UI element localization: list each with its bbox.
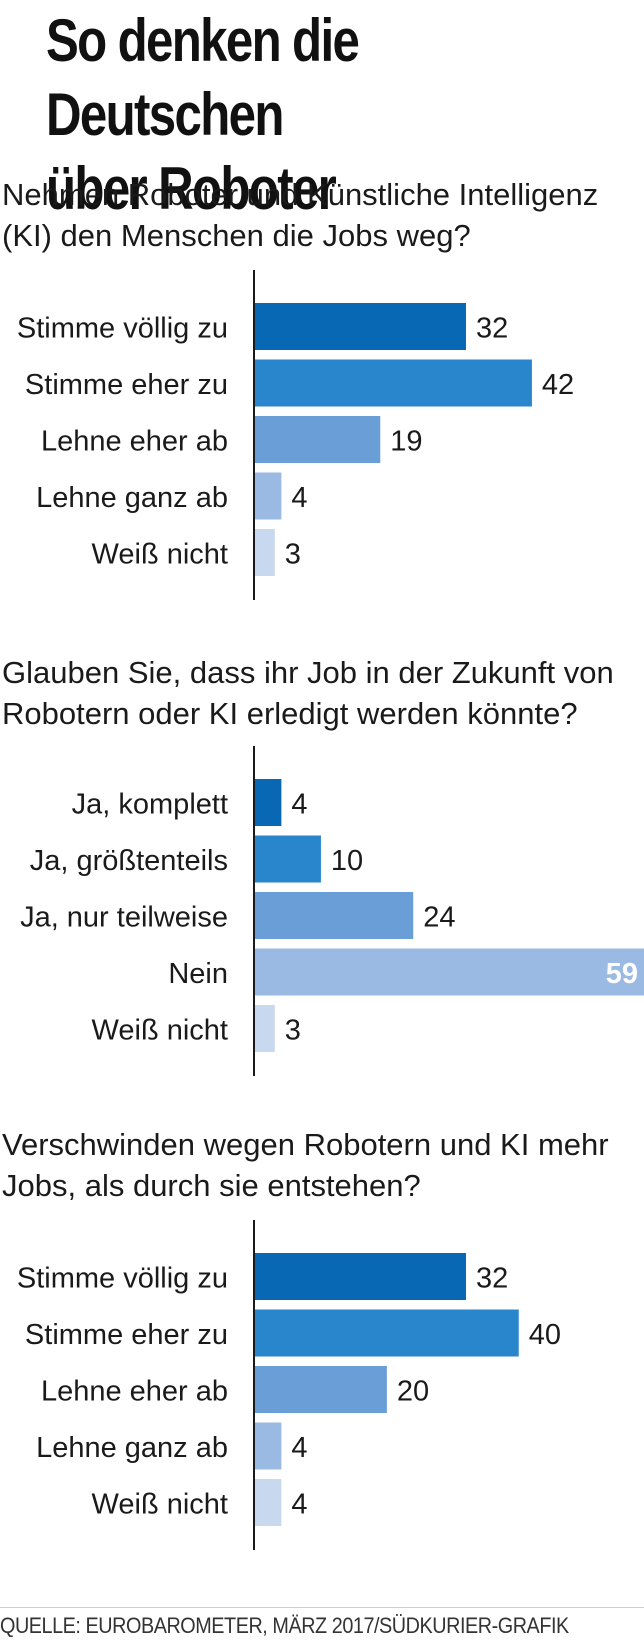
- bar-5: [255, 1005, 275, 1052]
- question-2: Glauben Sie, dass ihr Job in der Zukunft…: [2, 652, 644, 734]
- value-label-1: 32: [476, 1263, 508, 1295]
- bar-5: [255, 529, 275, 576]
- bar-3: [255, 416, 381, 463]
- category-label-5: Weiß nicht: [92, 1015, 228, 1047]
- value-label-2: 42: [542, 369, 574, 401]
- value-label-3: 20: [397, 1376, 429, 1408]
- source-credit: QUELLE: EUROBAROMETER, MÄRZ 2017/SÜDKURI…: [0, 1607, 644, 1643]
- category-label-3: Ja, nur teilweise: [20, 902, 228, 934]
- source-text: QUELLE: EUROBAROMETER, MÄRZ 2017/SÜDKURI…: [0, 1613, 569, 1638]
- category-label-3: Lehne eher ab: [41, 1376, 228, 1408]
- bar-1: [255, 303, 466, 350]
- value-label-4: 59: [606, 958, 638, 990]
- question-1: Nehmen Roboter und Künstliche Intelligen…: [2, 174, 644, 256]
- value-label-2: 10: [331, 845, 363, 877]
- bar-3: [255, 892, 414, 939]
- category-label-2: Stimme eher zu: [25, 369, 228, 401]
- category-label-4: Nein: [168, 958, 228, 990]
- category-label-4: Lehne ganz ab: [36, 482, 228, 514]
- bar-4: [255, 1422, 282, 1470]
- question-3: Verschwinden wegen Robotern und KI mehr …: [2, 1124, 644, 1206]
- bar-4: [255, 472, 282, 520]
- value-label-1: 32: [476, 313, 508, 345]
- category-label-5: Weiß nicht: [92, 1489, 228, 1521]
- question-2-line-1: Glauben Sie, dass ihr Job in der Zukunft…: [2, 655, 614, 690]
- bar-chart-2: Ja, komplett 4 Ja, größtenteils 10 Ja, nur t…: [20, 746, 644, 1076]
- value-label-5: 3: [285, 539, 301, 571]
- value-label-4: 4: [291, 482, 307, 514]
- bar-2: [255, 359, 532, 407]
- value-label-1: 4: [291, 789, 307, 821]
- category-label-2: Ja, größtenteils: [30, 845, 228, 877]
- category-label-5: Weiß nicht: [92, 539, 228, 571]
- bar-chart-3: Stimme völlig zu 32 Stimme eher zu 40 Lehne …: [17, 1220, 561, 1550]
- question-2-line-2: Robotern oder KI erledigt werden könnte?: [2, 696, 578, 731]
- category-label-1: Stimme völlig zu: [17, 313, 228, 345]
- value-label-3: 19: [390, 426, 422, 458]
- question-1-line-1: Nehmen Roboter und Künstliche Intelligen…: [2, 177, 599, 212]
- category-label-3: Lehne eher ab: [41, 426, 228, 458]
- bar-4: [255, 948, 644, 996]
- bar-chart-1: Stimme völlig zu 32 Stimme eher zu 42 Lehne …: [17, 270, 574, 600]
- question-1-line-2: (KI) den Menschen die Jobs weg?: [2, 218, 471, 253]
- value-label-2: 40: [529, 1319, 561, 1351]
- category-label-1: Ja, komplett: [72, 789, 228, 821]
- bar-2: [255, 1309, 519, 1357]
- category-label-4: Lehne ganz ab: [36, 1432, 228, 1464]
- value-label-4: 4: [291, 1432, 307, 1464]
- bar-5: [255, 1479, 282, 1526]
- bar-1: [255, 779, 282, 826]
- question-3-line-2: Jobs, als durch sie entstehen?: [2, 1168, 421, 1203]
- bar-2: [255, 835, 321, 883]
- bar-3: [255, 1366, 387, 1413]
- title-line-2: über Roboter: [46, 155, 337, 222]
- title-line-1: So denken die Deutschen: [46, 7, 360, 148]
- bar-1: [255, 1253, 466, 1300]
- value-label-5: 3: [285, 1015, 301, 1047]
- question-3-line-1: Verschwinden wegen Robotern und KI mehr: [2, 1127, 609, 1162]
- category-label-2: Stimme eher zu: [25, 1319, 228, 1351]
- category-label-1: Stimme völlig zu: [17, 1263, 228, 1295]
- chart-main-title: So denken die Deutschen über Roboter: [46, 4, 530, 226]
- value-label-3: 24: [423, 902, 455, 934]
- value-label-5: 4: [291, 1489, 307, 1521]
